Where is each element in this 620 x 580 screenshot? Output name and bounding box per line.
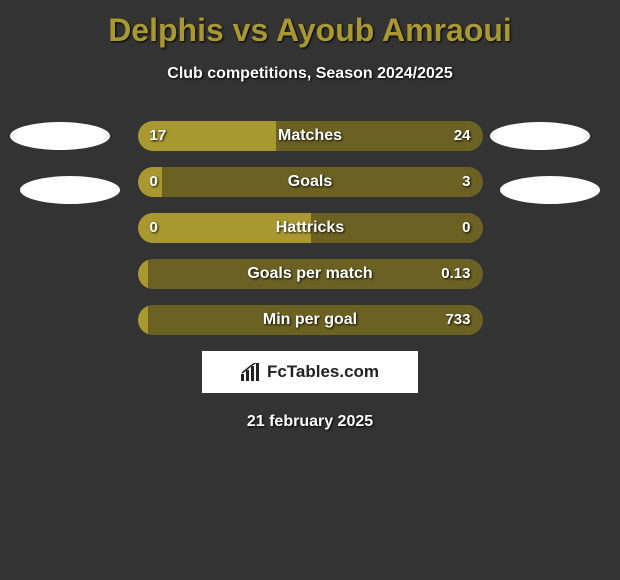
- subtitle: Club competitions, Season 2024/2025: [0, 65, 620, 83]
- player1-name: Delphis: [108, 12, 224, 48]
- stat-value-left: 0: [150, 167, 158, 197]
- brand-badge: FcTables.com: [202, 351, 418, 393]
- stat-label: Goals per match: [138, 259, 483, 289]
- stat-label: Matches: [138, 121, 483, 151]
- player2-avatar: [490, 122, 590, 150]
- brand-text: FcTables.com: [267, 362, 379, 382]
- stats-bars: Matches1724Goals03Hattricks00Goals per m…: [138, 121, 483, 335]
- player1-avatar: [10, 122, 110, 150]
- stat-value-right: 733: [445, 305, 470, 335]
- stat-value-left: 0: [150, 213, 158, 243]
- player2-name: Ayoub Amraoui: [276, 12, 512, 48]
- stat-label: Min per goal: [138, 305, 483, 335]
- stat-row: Goals0 3: [138, 167, 483, 197]
- comparison-title: Delphis vs Ayoub Amraoui: [0, 0, 620, 49]
- stat-row: Min per goal733: [138, 305, 483, 335]
- stat-value-left: 17: [150, 121, 167, 151]
- stat-value-right: 0.13: [441, 259, 470, 289]
- bar-chart-icon: [241, 363, 261, 381]
- stat-label: Goals: [138, 167, 483, 197]
- stat-value-right: 3: [462, 167, 470, 197]
- player1-avatar-shadow: [20, 176, 120, 204]
- stat-row: Matches17 24: [138, 121, 483, 151]
- stat-row: Hattricks0 0: [138, 213, 483, 243]
- stat-value-right: 24: [454, 121, 471, 151]
- vs-text: vs: [233, 12, 269, 48]
- stat-label: Hattricks: [138, 213, 483, 243]
- stat-value-right: 0: [462, 213, 470, 243]
- snapshot-date: 21 february 2025: [0, 413, 620, 431]
- player2-avatar-shadow: [500, 176, 600, 204]
- stat-row: Goals per match0.13: [138, 259, 483, 289]
